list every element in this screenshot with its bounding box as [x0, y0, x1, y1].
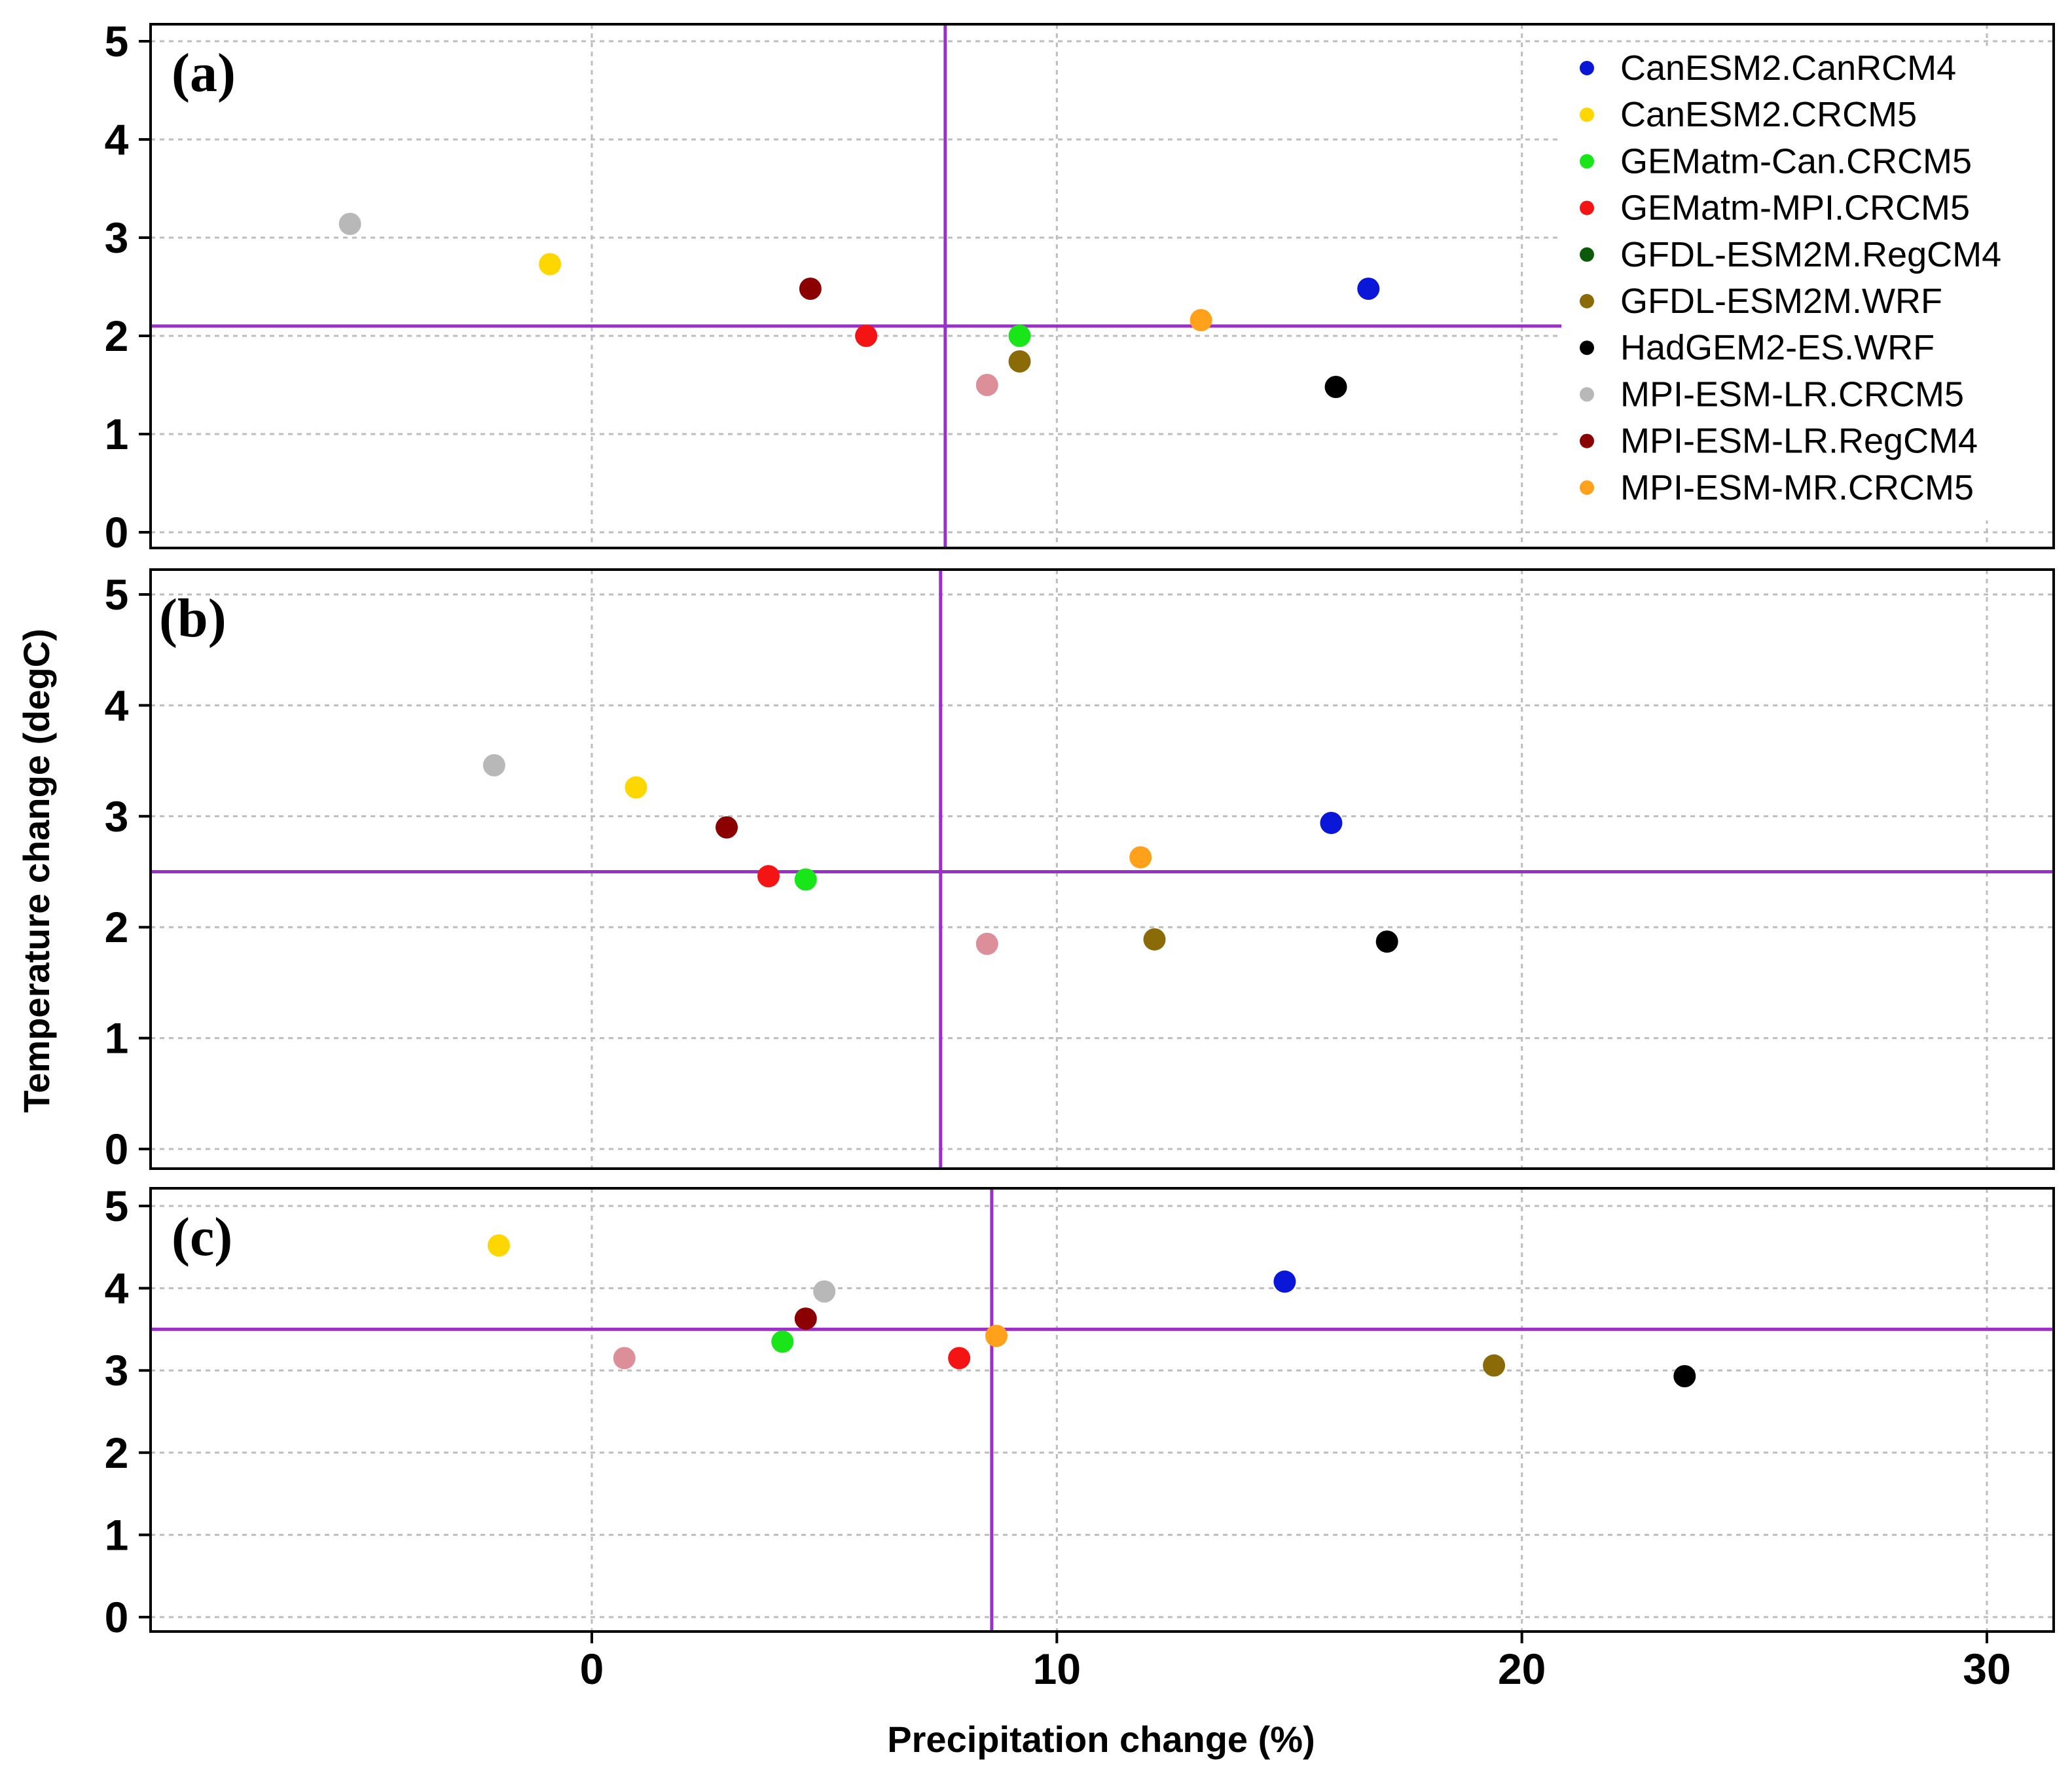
x-tick-label: 30: [1963, 1645, 2010, 1693]
data-point: [975, 932, 998, 955]
data-point: [1273, 1270, 1296, 1293]
y-tick-label: 3: [105, 792, 129, 841]
y-tick-label: 1: [105, 1014, 129, 1063]
y-tick-label: 5: [105, 570, 129, 619]
data-point: [1375, 930, 1398, 953]
y-tick-label: 0: [105, 1125, 129, 1173]
y-axis-title: Temperature change (degC): [16, 629, 57, 1113]
data-point: [794, 868, 817, 891]
data-point: [487, 1234, 510, 1257]
data-point: [794, 1307, 817, 1330]
y-tick-label: 3: [105, 213, 129, 262]
data-point: [813, 1280, 836, 1303]
data-point: [613, 1347, 636, 1370]
x-tick-label: 20: [1498, 1645, 1546, 1693]
legend-label: GEMatm-Can.CRCM5: [1620, 141, 1972, 181]
data-point: [985, 1324, 1008, 1347]
y-tick-label: 0: [105, 1593, 129, 1641]
panel-label: (c): [172, 1207, 232, 1267]
y-tick-label: 5: [105, 17, 129, 65]
legend-marker: [1580, 294, 1594, 308]
y-tick-label: 1: [105, 1510, 129, 1559]
panel-label: (b): [159, 588, 227, 649]
legend-label: HadGEM2-ES.WRF: [1620, 328, 1935, 367]
legend-marker: [1580, 200, 1594, 215]
panel-frame: [149, 568, 2055, 1170]
legend-marker: [1580, 480, 1594, 495]
data-point: [1008, 350, 1031, 373]
legend-marker: [1580, 433, 1594, 448]
y-tick-label: 5: [105, 1182, 129, 1230]
data-point: [338, 213, 361, 235]
legend-label: CanESM2.CanRCM4: [1620, 48, 1956, 88]
data-point: [771, 1330, 794, 1353]
panel-frame: [149, 1187, 2055, 1633]
data-point: [757, 865, 780, 888]
data-point: [1324, 376, 1347, 398]
data-point: [948, 1347, 971, 1370]
data-point: [799, 278, 822, 300]
legend-marker: [1580, 154, 1594, 169]
x-tick-label: 0: [580, 1645, 604, 1693]
data-point: [1190, 309, 1212, 331]
panel-frames: [139, 23, 2055, 1643]
legend-label: CanESM2.CRCM5: [1620, 95, 1917, 134]
points-layer: [338, 213, 1696, 1387]
legend-label: MPI-ESM-LR.RegCM4: [1620, 422, 1978, 461]
y-tick-label: 4: [105, 115, 129, 164]
y-tick-label: 4: [105, 1264, 129, 1313]
data-point: [625, 776, 647, 799]
legend-background: [1561, 46, 2065, 520]
y-tick-label: 4: [105, 681, 129, 729]
legend-marker: [1580, 340, 1594, 356]
panel-frame: [149, 23, 2055, 549]
legend-label: GEMatm-MPI.CRCM5: [1620, 189, 1970, 228]
legend-label: GFDL-ESM2M.RegCM4: [1620, 235, 2001, 274]
data-point: [1008, 325, 1031, 347]
data-point: [1673, 1364, 1696, 1387]
legend: CanESM2.CanRCM4 CanESM2.CRCM5 GEMatm-Can.C…: [1561, 46, 2065, 520]
labels-layer: Precipitation change (%) Temperature cha…: [16, 17, 2011, 1760]
x-tick-label: 10: [1033, 1645, 1081, 1693]
data-point: [1143, 928, 1166, 951]
panel-label: (a): [172, 43, 236, 103]
data-point: [855, 325, 878, 347]
y-tick-label: 2: [105, 312, 129, 360]
data-point: [1320, 811, 1343, 834]
legend-label: MPI-ESM-MR.CRCM5: [1620, 468, 1974, 507]
legend-label: MPI-ESM-LR.CRCM5: [1620, 374, 1964, 414]
y-tick-label: 2: [105, 1429, 129, 1477]
data-point: [1357, 278, 1380, 300]
legend-marker: [1580, 387, 1594, 402]
legend-marker: [1580, 107, 1594, 122]
data-point: [975, 374, 998, 396]
legend-marker: [1580, 247, 1594, 262]
data-point: [715, 816, 738, 839]
data-point: [1483, 1354, 1506, 1377]
data-point: [1129, 846, 1152, 869]
legend-marker: [1580, 61, 1594, 75]
data-point: [482, 754, 505, 776]
x-axis-title: Precipitation change (%): [887, 1719, 1315, 1760]
y-tick-label: 0: [105, 508, 129, 556]
data-point: [539, 253, 562, 276]
y-tick-label: 2: [105, 903, 129, 951]
y-tick-label: 3: [105, 1346, 129, 1395]
legend-label: GFDL-ESM2M.WRF: [1620, 282, 1942, 321]
y-tick-label: 1: [105, 410, 129, 458]
